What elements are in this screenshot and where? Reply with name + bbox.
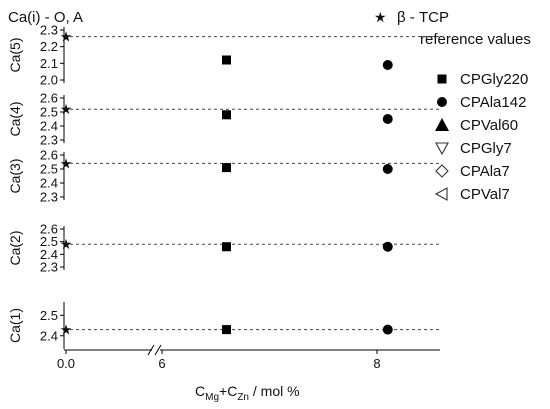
y-tick-label: 2.6 [40,222,58,237]
y-tick-label: 2.6 [40,91,58,106]
y-tick-label: 2.4 [40,247,58,262]
panel-ca5: 2.32.2 2.1 2.0 Ca(5) ★ [7,23,440,88]
legend-item-cpgly220: CPGly220 [437,71,528,88]
legend-marker [435,118,449,131]
point-cpgly220 [222,325,231,335]
reference-star: ★ [60,236,73,252]
reference-star-symbol: ★ [374,9,387,25]
legend-item-cpval60: CPVal60 [435,117,518,134]
panel-ca2: 2.62.52.42.3 Ca(2) ★ [7,222,440,275]
x-label-c1: C [195,383,205,399]
x-label-tail: / mol % [249,383,300,399]
reference-legend: ★ β - TCP reference values [374,9,531,48]
panel-label: Ca(2) [7,230,23,265]
x-label-mid: +C [219,383,237,399]
x-label-sub-zn: Zn [237,392,249,403]
legend-label: CPVal60 [460,117,518,134]
legend-marker [435,164,449,178]
legend-label: CPAla7 [460,163,510,180]
y-tick-label: 2.5 [40,105,58,120]
panel-label: Ca(1) [7,308,23,343]
legend-label: CPGly7 [460,140,512,157]
legend-label: CPGly220 [460,71,528,88]
y-tick-label: 2.4 [40,119,58,134]
y-tick-label: 2.2 [40,39,58,54]
x-tick-label: 0.0 [57,356,75,371]
x-axis-label: CMg+CZn / mol % [195,383,300,403]
y-tick-label: 2.4 [40,328,58,343]
legend-marker [437,74,447,84]
x-tick-label: 8 [373,356,380,371]
reference-star: ★ [60,101,73,117]
point-cpgly220 [222,55,231,65]
legend-label: CPAla142 [460,94,526,111]
y-tick-label: 2.5 [40,234,58,249]
reference-star: ★ [60,322,73,338]
legend-item-cpala7: CPAla7 [435,163,510,180]
legend: CPGly220 CPAla142 CPVal60 CPGly7 CPAla7 CPVal… [434,71,528,203]
axis-break-mark [154,344,162,356]
y-tick-label: 2.3 [40,133,58,148]
legend-item-cpgly7: CPGly7 [435,140,512,157]
x-label-sub-mg: Mg [205,392,219,403]
legend-marker [434,187,448,201]
point-cpgly220 [222,242,231,252]
legend-item-cpval7: CPVal7 [434,186,510,203]
point-cpgly220 [222,163,231,173]
x-axis: 0.06810 [57,344,440,371]
legend-item-cpala142: CPAla142 [437,94,526,111]
plot-area: 2.32.22.12.0Ca(5)★2.62.52.42.3Ca(4) ★2.62… [7,23,440,349]
panel-ca1: 2.5 2.4 Ca(1) ★ [7,302,440,349]
legend-marker [437,97,447,107]
reference-star: ★ [60,29,73,45]
point-cpala142 [382,164,393,174]
y-tick-label: 2.1 [40,56,58,71]
panel-ca4: 2.62.52.42.3 Ca(4) ★ [7,91,440,148]
panel-label: Ca(3) [7,158,23,193]
y-tick-label: 2.3 [40,190,58,205]
y-tick-label: 2.3 [40,260,58,275]
panel-label: Ca(5) [7,37,23,72]
chart-title: Ca(i) - O, A [8,9,83,26]
legend-marker [435,142,449,156]
panel-ca3: 2.62.52.42.3 Ca(3) ★ [7,148,440,205]
legend-label: CPVal7 [460,186,510,203]
reference-name: β - TCP [397,9,449,26]
axis-break-mark [147,344,155,356]
y-tick-label: 2.4 [40,176,58,191]
reference-note: reference values [420,31,531,48]
point-cpala142 [382,241,393,252]
y-tick-label: 2.5 [40,308,58,323]
y-tick-label: 2.5 [40,162,58,177]
point-cpala142 [382,60,393,70]
panel-label: Ca(4) [7,101,23,136]
y-tick-label: 2.3 [40,23,58,38]
point-cpala142 [382,324,393,335]
y-tick-label: 2.0 [40,73,58,88]
x-tick-label: 6 [158,356,165,371]
reference-star: ★ [60,155,73,171]
point-cpgly220 [222,110,231,120]
point-cpala142 [382,114,393,124]
y-tick-label: 2.6 [40,148,58,163]
